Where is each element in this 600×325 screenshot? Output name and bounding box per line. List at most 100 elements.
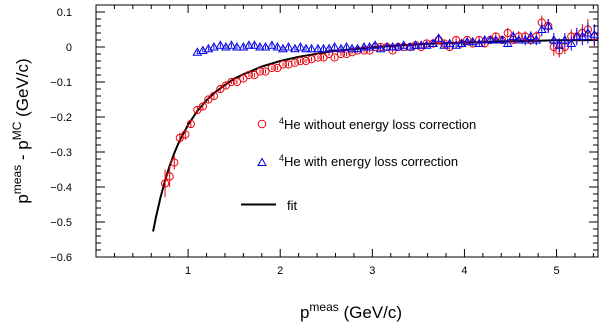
data-point-with-correction <box>244 40 254 49</box>
fit-curve <box>152 39 599 232</box>
data-point-without-correction <box>278 60 288 69</box>
x-tick-label: 2 <box>277 265 283 277</box>
data-point-with-correction <box>295 41 306 51</box>
data-point-with-correction <box>543 20 554 30</box>
y-tick-label: −0.2 <box>50 112 72 124</box>
x-axis-sup: meas <box>309 300 338 314</box>
data-point-with-correction <box>375 43 386 53</box>
data-point-with-correction <box>508 31 519 40</box>
y-axis-sup1: meas <box>10 165 24 194</box>
x-axis-title: pmeas (GeV/c) <box>300 300 402 322</box>
data-point-with-correction <box>387 41 398 51</box>
legend-label-with-correction: 4He with energy loss correction <box>279 153 458 169</box>
data-point-with-correction <box>502 38 513 47</box>
data-point-with-correction <box>554 40 565 49</box>
data-point-with-correction <box>531 34 542 44</box>
data-point-with-correction <box>467 36 478 46</box>
data-point-with-correction <box>525 31 536 40</box>
legend-label-fit: fit <box>287 198 298 213</box>
y-tick-label: −0.1 <box>50 77 72 89</box>
x-axis-rest: (GeV/c) <box>339 303 402 322</box>
y-axis-title: pmeas - pMC (GeV/c) <box>10 58 32 203</box>
data-point-without-correction <box>232 77 242 87</box>
y-axis-mid: - p <box>13 140 32 165</box>
data-point-without-correction <box>296 56 305 66</box>
data-point-without-correction <box>244 70 254 80</box>
data-point-with-correction <box>329 41 340 51</box>
data-point-with-correction <box>267 40 277 49</box>
data-point-with-correction <box>272 41 283 51</box>
data-point-with-correction <box>260 41 271 51</box>
y-tick-label: 0.1 <box>57 7 72 19</box>
data-point-with-correction <box>559 34 570 44</box>
legend-text: He without energy loss correction <box>284 117 476 132</box>
y-tick-label: −0.5 <box>50 217 72 229</box>
legend-marker-circle <box>257 119 267 129</box>
x-tick-label: 3 <box>369 265 375 277</box>
data-point-with-correction <box>226 40 237 49</box>
y-axis-rest: (GeV/c) <box>13 58 32 121</box>
data-point-without-correction <box>503 28 512 38</box>
data-point-with-correction <box>255 41 265 51</box>
data-point-with-correction <box>283 41 294 51</box>
data-point-without-correction <box>255 67 265 76</box>
data-point-without-correction <box>261 67 270 76</box>
y-axis-base1: p <box>13 194 32 203</box>
data-point-with-correction <box>313 43 323 53</box>
y-tick-label: −0.3 <box>50 147 72 159</box>
data-point-without-correction <box>160 179 170 188</box>
data-point-without-correction <box>290 58 300 67</box>
legend-sup: 4 <box>279 116 284 126</box>
data-point-with-correction <box>352 43 363 53</box>
data-point-with-correction <box>306 43 317 53</box>
data-point-with-correction <box>548 34 559 44</box>
data-point-with-correction <box>421 40 432 49</box>
y-tick-label: 0 <box>66 42 72 54</box>
x-tick-label: 5 <box>553 265 559 277</box>
x-axis-base: p <box>300 303 309 322</box>
data-point-with-correction <box>433 33 444 42</box>
data-point-with-correction <box>209 41 219 51</box>
data-point-without-correction <box>170 158 179 167</box>
legend-sup: 4 <box>279 153 284 163</box>
data-point-with-correction <box>513 34 524 44</box>
data-point-with-correction <box>589 29 600 39</box>
series-layer <box>160 15 600 198</box>
legend-label-without-correction: 4He without energy loss correction <box>279 116 476 132</box>
data-point-with-correction <box>583 27 593 37</box>
data-point-with-correction <box>249 40 260 49</box>
data-point-without-correction <box>313 53 323 62</box>
data-point-without-correction <box>209 91 219 101</box>
data-point-without-correction <box>330 53 339 62</box>
y-tick-label: −0.4 <box>50 182 72 194</box>
data-point-without-correction <box>186 119 195 129</box>
data-point-with-correction <box>490 34 501 44</box>
data-point-with-correction <box>479 34 490 44</box>
data-point-with-correction <box>232 41 242 51</box>
y-axis-sup2: MC <box>10 121 24 140</box>
data-point-with-correction <box>382 41 392 51</box>
data-point-with-correction <box>566 38 577 47</box>
data-point-with-correction <box>341 41 352 51</box>
data-point-with-correction <box>318 43 329 53</box>
data-point-without-correction <box>181 130 190 139</box>
tick-labels: 1 2 3 4 5 0.1 0 −0.1 −0.2 −0.3 −0.4 −0.5 −0.6 <box>50 7 559 277</box>
fit-layer <box>152 39 599 232</box>
data-point-with-correction <box>571 31 582 40</box>
data-point-without-correction <box>227 77 236 87</box>
data-point-with-correction <box>215 40 226 49</box>
data-point-with-correction <box>410 40 421 49</box>
data-point-with-correction <box>428 38 438 47</box>
data-point-without-correction <box>301 56 311 66</box>
data-point-with-correction <box>444 38 455 47</box>
x-tick-label: 1 <box>185 265 191 277</box>
legend-text: He with energy loss correction <box>284 154 458 169</box>
data-point-with-correction <box>398 40 409 49</box>
y-tick-label: −0.6 <box>50 252 72 264</box>
data-point-with-correction <box>462 36 473 46</box>
x-tick-label: 4 <box>461 265 467 277</box>
data-point-without-correction <box>198 102 207 111</box>
data-point-with-correction <box>497 34 508 44</box>
data-point-without-correction <box>165 172 174 181</box>
